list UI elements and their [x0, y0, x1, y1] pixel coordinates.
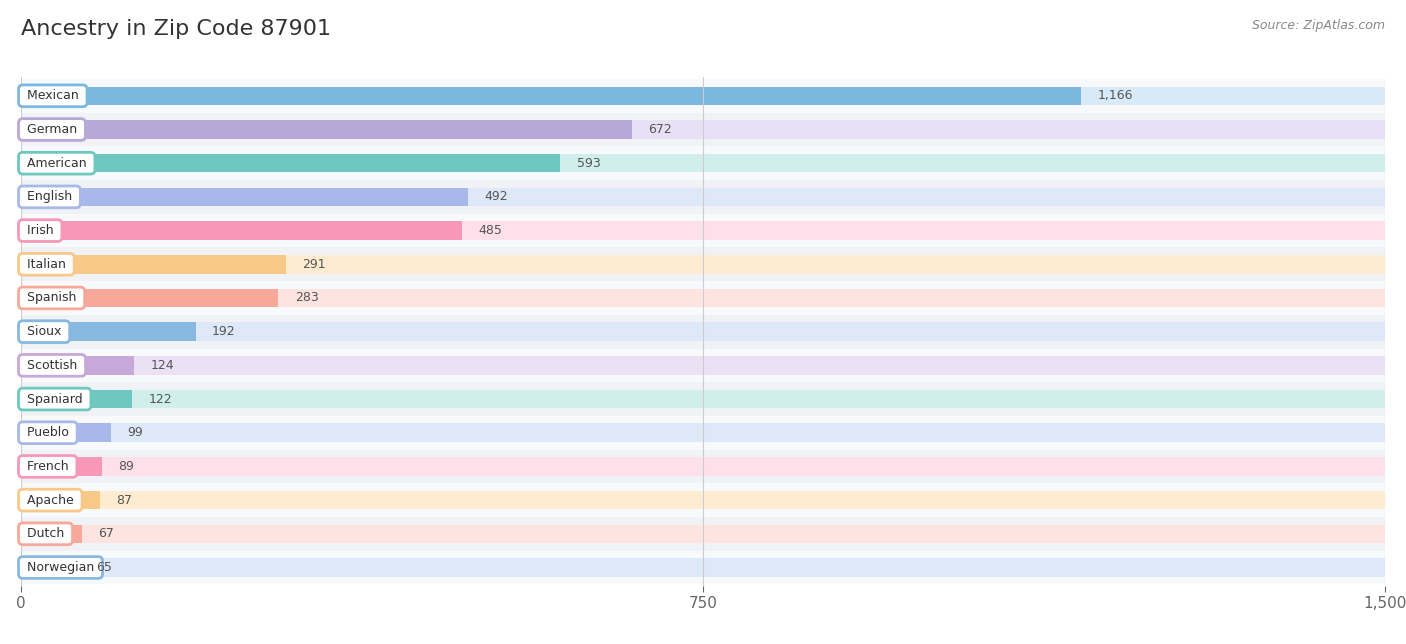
Bar: [21, 315, 1385, 348]
Bar: [21, 525, 1385, 543]
Text: American: American: [22, 156, 90, 170]
Bar: [21, 222, 463, 240]
Text: 1,166: 1,166: [1098, 90, 1133, 102]
Bar: [21, 255, 285, 274]
Bar: [21, 79, 1385, 113]
Bar: [21, 558, 1385, 577]
Bar: [21, 416, 1385, 450]
Bar: [21, 390, 1385, 408]
Bar: [21, 154, 1385, 173]
Bar: [21, 222, 1385, 240]
Text: 492: 492: [485, 191, 509, 204]
Bar: [21, 289, 278, 307]
Text: 124: 124: [150, 359, 174, 372]
Text: Spaniard: Spaniard: [22, 393, 87, 406]
Bar: [21, 146, 1385, 180]
Text: 672: 672: [648, 123, 672, 136]
Bar: [21, 491, 1385, 509]
Text: Pueblo: Pueblo: [22, 426, 73, 439]
Bar: [21, 187, 468, 206]
Text: 122: 122: [149, 393, 172, 406]
Text: Italian: Italian: [22, 258, 70, 270]
Bar: [21, 382, 1385, 416]
Bar: [21, 120, 1385, 138]
Bar: [21, 356, 134, 375]
Bar: [21, 356, 1385, 375]
Bar: [21, 86, 1081, 105]
Bar: [21, 180, 1385, 214]
Text: Dutch: Dutch: [22, 527, 67, 540]
Bar: [21, 323, 1385, 341]
Text: Apache: Apache: [22, 493, 77, 507]
Bar: [21, 113, 1385, 146]
Bar: [21, 154, 560, 173]
Text: 99: 99: [128, 426, 143, 439]
Bar: [21, 247, 1385, 281]
Text: Scottish: Scottish: [22, 359, 82, 372]
Bar: [21, 289, 1385, 307]
Text: Spanish: Spanish: [22, 292, 80, 305]
Bar: [21, 120, 633, 138]
Bar: [21, 457, 103, 476]
Bar: [21, 457, 1385, 476]
Text: 89: 89: [118, 460, 134, 473]
Text: 593: 593: [576, 156, 600, 170]
Bar: [21, 424, 1385, 442]
Text: Irish: Irish: [22, 224, 58, 237]
Bar: [21, 214, 1385, 247]
Bar: [21, 525, 82, 543]
Text: German: German: [22, 123, 82, 136]
Bar: [21, 390, 132, 408]
Text: 87: 87: [117, 493, 132, 507]
Bar: [21, 86, 1385, 105]
Text: 65: 65: [97, 561, 112, 574]
Bar: [21, 558, 80, 577]
Text: 283: 283: [295, 292, 319, 305]
Bar: [21, 323, 195, 341]
Bar: [21, 517, 1385, 551]
Bar: [21, 491, 100, 509]
Text: Mexican: Mexican: [22, 90, 83, 102]
Bar: [21, 483, 1385, 517]
Text: 485: 485: [478, 224, 502, 237]
Text: Source: ZipAtlas.com: Source: ZipAtlas.com: [1251, 19, 1385, 32]
Text: Norwegian: Norwegian: [22, 561, 98, 574]
Text: 67: 67: [98, 527, 114, 540]
Text: 291: 291: [302, 258, 326, 270]
Bar: [21, 281, 1385, 315]
Bar: [21, 348, 1385, 382]
Text: Ancestry in Zip Code 87901: Ancestry in Zip Code 87901: [21, 19, 332, 39]
Text: 192: 192: [212, 325, 236, 338]
Text: English: English: [22, 191, 76, 204]
Bar: [21, 424, 111, 442]
Text: French: French: [22, 460, 73, 473]
Bar: [21, 551, 1385, 584]
Bar: [21, 450, 1385, 483]
Text: Sioux: Sioux: [22, 325, 65, 338]
Bar: [21, 255, 1385, 274]
Bar: [21, 187, 1385, 206]
